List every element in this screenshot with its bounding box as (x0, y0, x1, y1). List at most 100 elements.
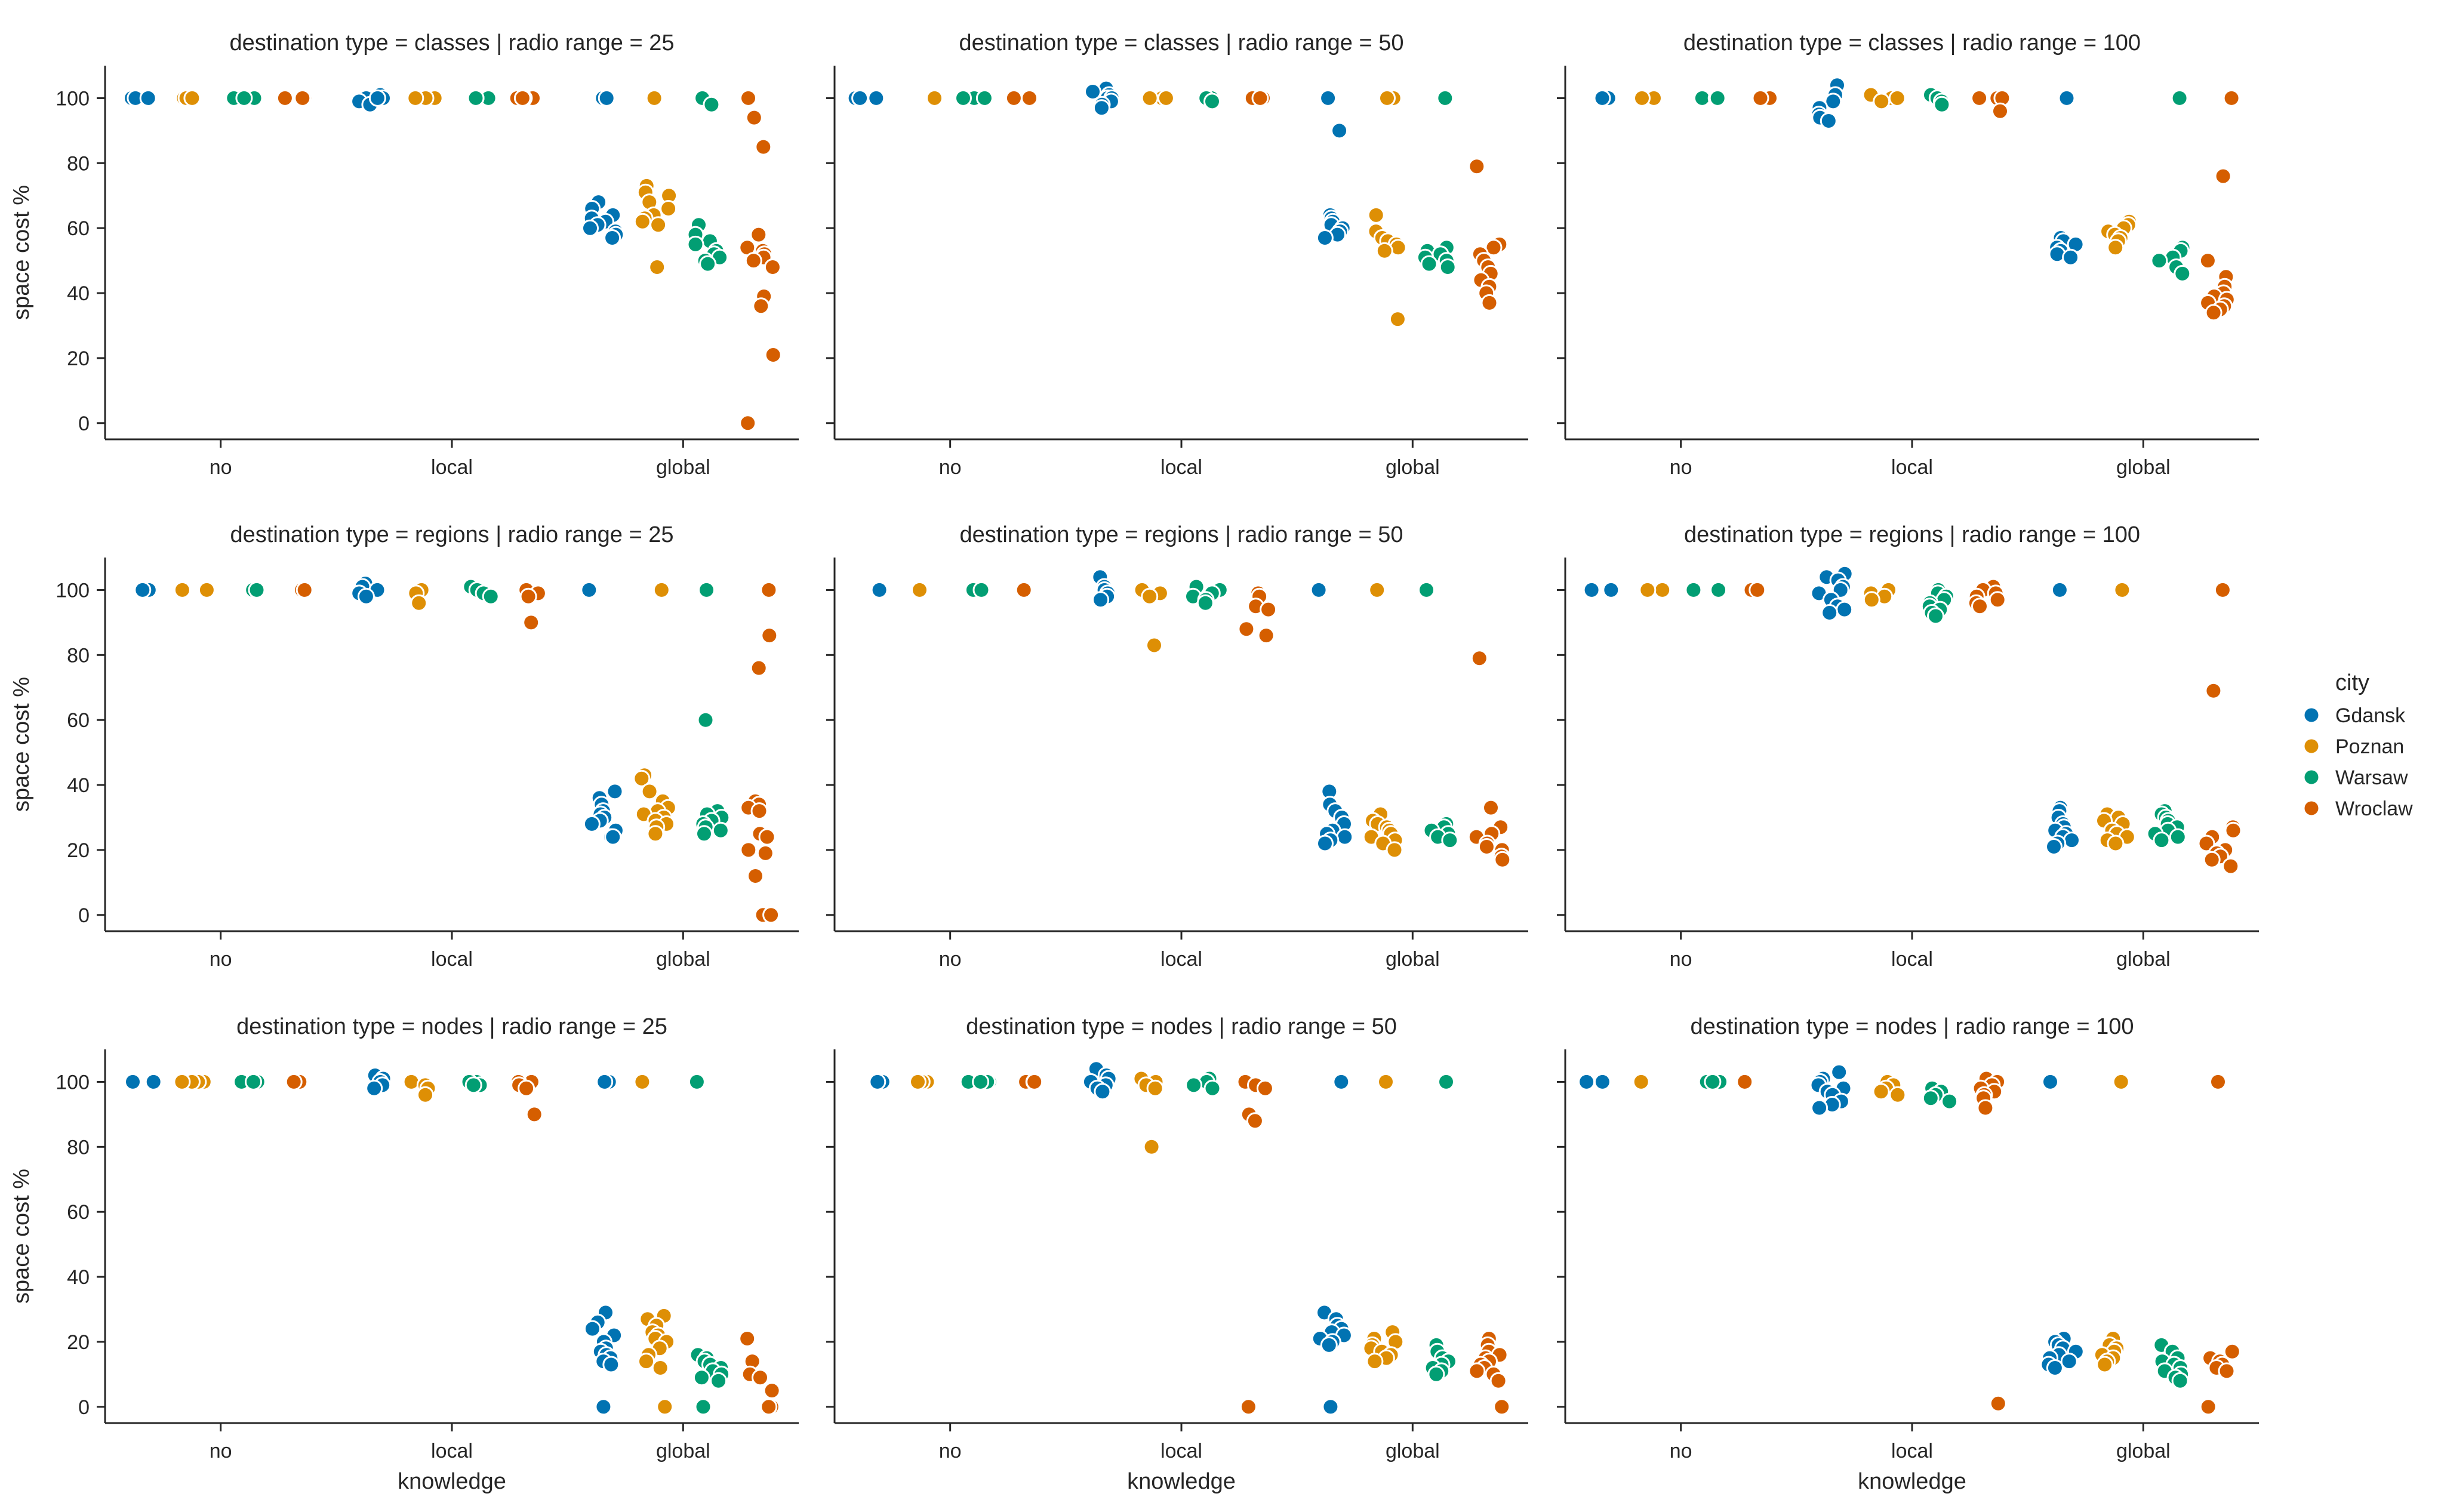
data-point-poznan (660, 200, 678, 217)
data-point-gdansk (1821, 604, 1839, 621)
data-point-poznan (1146, 1079, 1164, 1097)
data-point-wroclaw (738, 1330, 756, 1347)
data-point-poznan (1654, 581, 1671, 599)
x-tick-label: local (431, 948, 473, 971)
data-point-gdansk (1578, 1073, 1596, 1091)
data-point-wroclaw (294, 89, 312, 107)
panel-7: destination type = nodes | radio range =… (9, 1014, 799, 1494)
y-axis-label: space cost % (9, 1169, 34, 1304)
data-point-wroclaw (2214, 581, 2231, 599)
data-point-warsaw (1196, 594, 1214, 612)
x-tick-label: local (1160, 456, 1202, 479)
data-point-wroclaw (1256, 1079, 1274, 1097)
data-point-wroclaw (752, 297, 770, 315)
data-point-poznan (1368, 581, 1386, 599)
data-point-gdansk (583, 815, 601, 833)
data-point-wroclaw (1026, 1073, 1043, 1091)
data-point-warsaw (1710, 581, 1728, 599)
x-tick-label: no (939, 456, 962, 479)
data-point-wroclaw (2224, 821, 2242, 839)
data-point-gdansk (1331, 122, 1349, 140)
data-point-wroclaw (1494, 851, 1512, 869)
data-point-wroclaw (1257, 627, 1275, 645)
data-point-warsaw (688, 1073, 706, 1091)
data-point-gdansk (139, 89, 157, 107)
data-point-poznan (173, 581, 191, 599)
data-point-warsaw (694, 1398, 712, 1416)
data-point-warsaw (698, 581, 715, 599)
data-point-gdansk (595, 1398, 612, 1416)
x-tick-label: global (1386, 1440, 1440, 1462)
data-point-gdansk (602, 1356, 620, 1374)
x-tick-label: global (656, 456, 710, 479)
data-point-warsaw (1685, 581, 1703, 599)
data-point-wroclaw (2199, 1398, 2217, 1416)
data-point-wroclaw (1751, 89, 1769, 107)
data-point-gdansk (604, 828, 622, 846)
data-point-wroclaw (1238, 620, 1255, 638)
data-point-wroclaw (2205, 682, 2222, 700)
data-point-warsaw (245, 1073, 262, 1091)
data-point-warsaw (1427, 1365, 1445, 1383)
x-tick-label: local (431, 1440, 473, 1462)
data-point-gdansk (2058, 89, 2076, 107)
data-point-warsaw (1436, 89, 1454, 107)
y-tick-label: 20 (67, 347, 90, 370)
y-axis-label: space cost % (9, 185, 34, 320)
y-tick-label: 60 (67, 1201, 90, 1224)
data-point-poznan (641, 783, 658, 800)
data-point-warsaw (1203, 1079, 1221, 1097)
data-point-wroclaw (745, 109, 763, 127)
data-point-gdansk (1332, 1073, 1350, 1091)
data-point-gdansk (1319, 89, 1337, 107)
data-point-wroclaw (1971, 598, 1988, 615)
data-point-gdansk (1593, 1073, 1611, 1091)
x-tick-label: no (939, 948, 962, 971)
data-point-wroclaw (513, 89, 531, 107)
y-axis-label: space cost % (9, 677, 34, 812)
data-point-warsaw (2169, 828, 2187, 846)
data-point-wroclaw (740, 841, 758, 859)
data-point-gdansk (870, 581, 888, 599)
x-tick-label: global (1386, 948, 1440, 971)
data-point-warsaw (712, 821, 729, 839)
data-point-poznan (2112, 1073, 2130, 1091)
data-point-warsaw (1185, 1076, 1203, 1094)
data-point-gdansk (596, 1073, 614, 1091)
data-point-poznan (638, 1353, 655, 1371)
data-point-warsaw (2150, 252, 2168, 270)
data-point-gdansk (1094, 1083, 1112, 1101)
x-tick-label: no (210, 948, 232, 971)
data-point-wroclaw (756, 844, 774, 862)
data-point-wroclaw (764, 346, 782, 364)
data-point-wroclaw (1977, 1099, 1994, 1117)
data-point-wroclaw (2222, 89, 2240, 107)
data-point-gdansk (1316, 834, 1334, 852)
data-point-wroclaw (750, 226, 768, 244)
data-point-poznan (1389, 310, 1406, 328)
y-tick-label: 100 (56, 87, 90, 110)
data-point-wroclaw (760, 1398, 778, 1416)
data-point-wroclaw (2199, 252, 2217, 270)
data-point-wroclaw (295, 581, 313, 599)
data-point-gdansk (144, 1073, 162, 1091)
data-point-wroclaw (518, 1079, 535, 1097)
data-point-poznan (652, 581, 670, 599)
data-point-gdansk (1830, 1063, 1848, 1081)
data-point-poznan (402, 1073, 420, 1091)
data-point-gdansk (867, 89, 885, 107)
data-point-wroclaw (740, 89, 757, 107)
data-point-poznan (1141, 89, 1159, 107)
data-point-wroclaw (2197, 834, 2215, 852)
data-point-gdansk (1602, 581, 1620, 599)
data-point-poznan (1872, 1083, 1890, 1101)
legend-marker-poznan (2302, 737, 2320, 755)
data-point-warsaw (2171, 89, 2188, 107)
x-tick-label: global (2116, 1440, 2171, 1462)
data-point-gdansk (1593, 89, 1611, 107)
data-point-poznan (1378, 89, 1396, 107)
data-point-warsaw (467, 89, 485, 107)
data-point-wroclaw (1493, 1398, 1511, 1416)
data-point-poznan (2096, 1356, 2114, 1374)
panel-8: destination type = nodes | radio range =… (826, 1014, 1528, 1494)
